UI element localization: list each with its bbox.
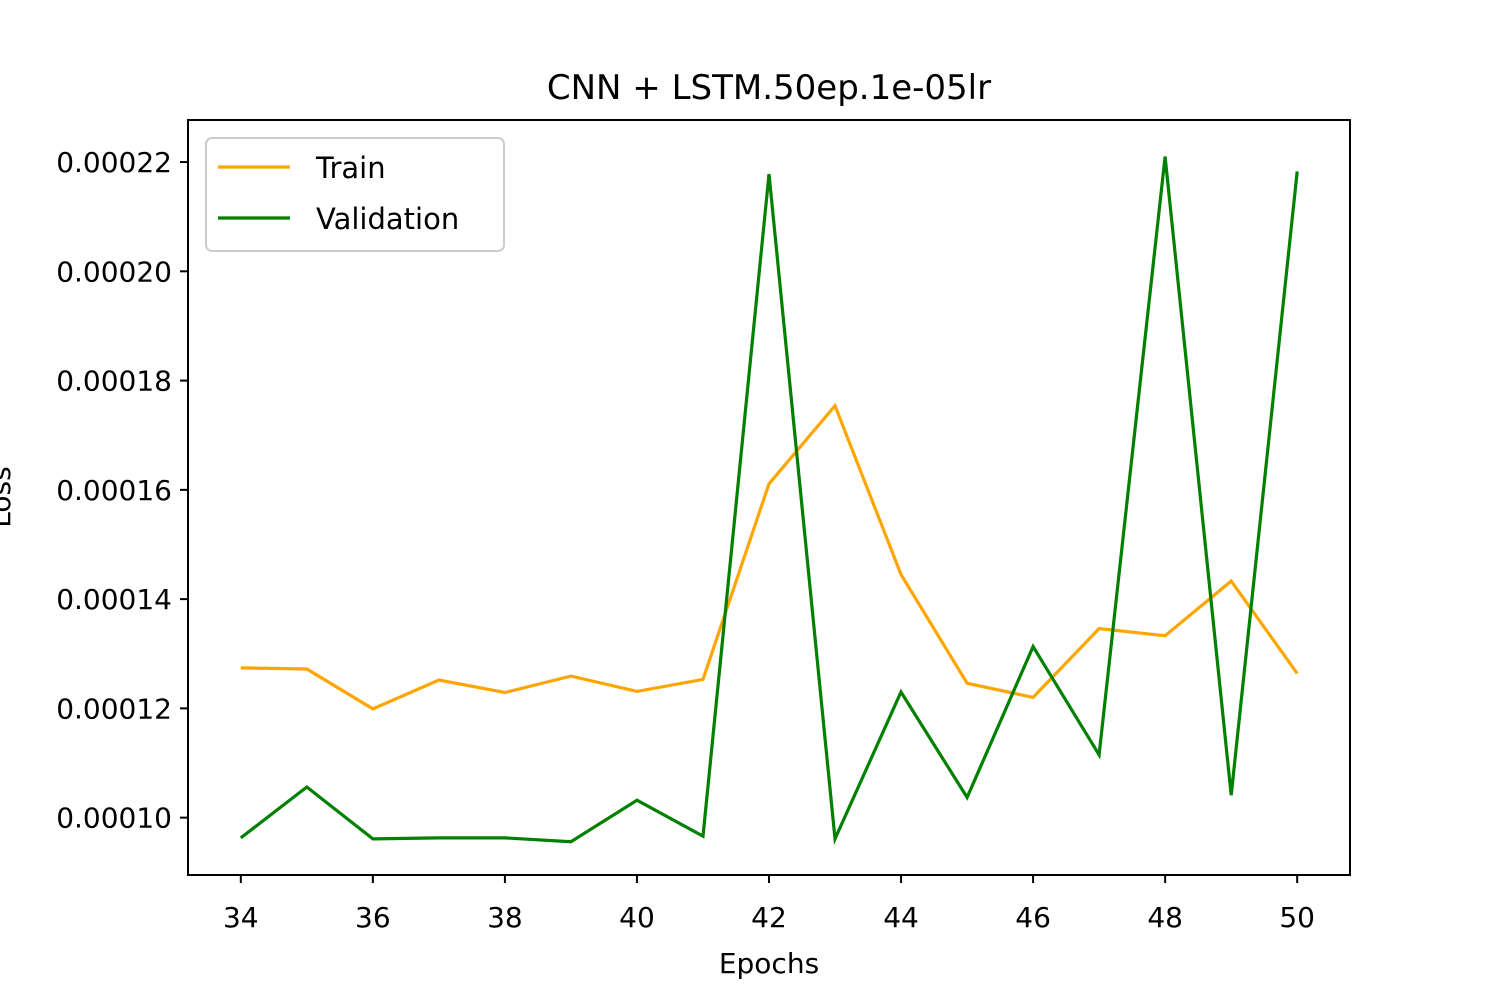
plot-lines [239,156,1299,846]
y-tick-label: 0.00022 [56,146,172,179]
y-tick-label: 0.00020 [56,255,172,288]
x-tick-label: 42 [751,901,787,934]
x-tick-label: 46 [1015,901,1051,934]
series-line-validation [239,156,1299,846]
legend-label-train: Train [315,151,386,185]
series-line-train [240,402,1299,711]
plot-frame [187,119,1351,876]
legend: Train Validation [205,137,505,252]
x-axis-label: Epochs [719,947,819,980]
x-tick-label: 34 [223,901,259,934]
y-tick-label: 0.00018 [56,365,172,398]
y-tick-label: 0.00012 [56,692,172,725]
legend-label-validation: Validation [316,202,459,236]
x-tick-label: 44 [883,901,919,934]
x-tick-label: 40 [619,901,655,934]
y-tick-label: 0.00014 [56,583,172,616]
y-ticks: 0.00010 0.00012 0.00014 0.00016 0.00018 0.000… [56,146,188,835]
y-axis-label: Loss [0,466,17,527]
x-tick-label: 50 [1279,901,1315,934]
x-tick-label: 48 [1147,901,1183,934]
y-tick-label: 0.00016 [56,474,172,507]
x-tick-label: 36 [355,901,391,934]
x-ticks: 34 36 38 40 42 44 46 48 50 [223,875,1315,934]
x-tick-label: 38 [487,901,523,934]
y-tick-label: 0.00010 [56,802,172,835]
chart-title: CNN + LSTM.50ep.1e-05lr [547,68,991,108]
